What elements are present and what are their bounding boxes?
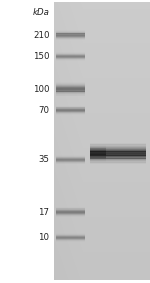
Bar [90, 158, 146, 159]
Bar [90, 144, 146, 145]
Bar [90, 163, 146, 164]
Bar [90, 157, 146, 158]
Bar [90, 153, 146, 154]
Bar [90, 145, 146, 146]
Text: 150: 150 [33, 52, 50, 61]
Text: kDa: kDa [33, 8, 50, 17]
Bar [90, 149, 146, 150]
Bar [90, 150, 146, 151]
Bar [90, 152, 146, 153]
Bar [90, 161, 146, 162]
Text: 100: 100 [33, 85, 50, 94]
Text: 70: 70 [39, 106, 50, 115]
Bar [90, 155, 146, 156]
Bar [90, 150, 146, 151]
Bar [90, 155, 146, 156]
Bar [90, 160, 146, 161]
Bar [90, 146, 146, 147]
Bar [90, 154, 146, 155]
Text: 17: 17 [39, 208, 50, 217]
Text: 35: 35 [39, 155, 50, 164]
Bar [90, 161, 146, 162]
Bar [90, 151, 146, 152]
Text: 10: 10 [39, 233, 50, 242]
Bar [90, 159, 146, 160]
Bar [90, 156, 146, 157]
Bar [90, 143, 146, 144]
Bar [90, 147, 146, 148]
Bar [90, 148, 146, 149]
Text: 210: 210 [33, 31, 50, 40]
Bar [90, 162, 146, 163]
